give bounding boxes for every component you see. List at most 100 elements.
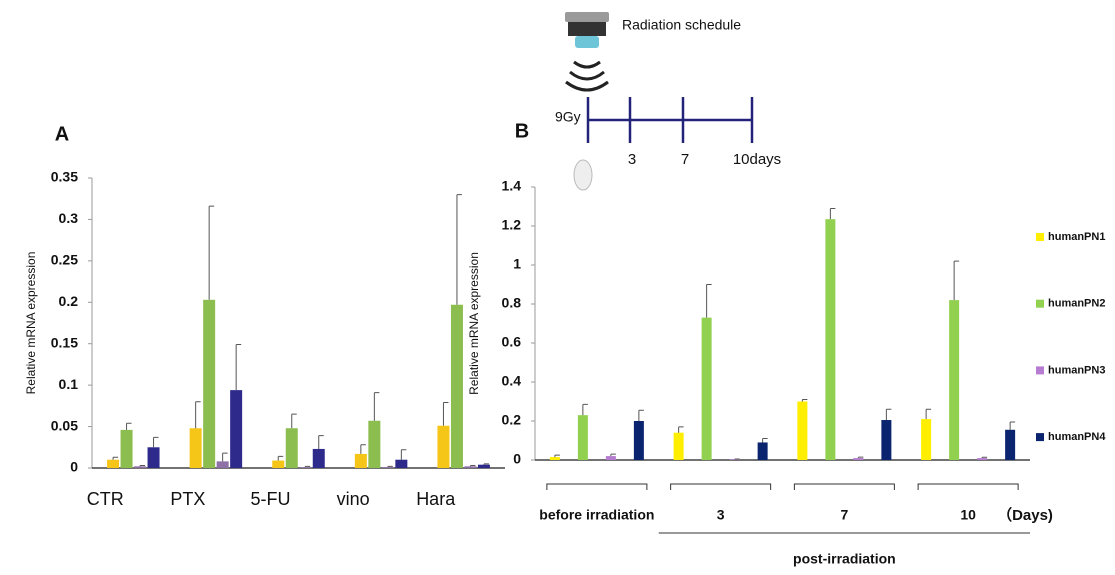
bar bbox=[107, 460, 119, 468]
panel-label: A bbox=[55, 123, 69, 145]
error-bar bbox=[470, 466, 475, 467]
y-tick-label: 0.6 bbox=[502, 334, 522, 350]
error-bar bbox=[555, 455, 560, 457]
error-bar bbox=[388, 466, 393, 467]
bar bbox=[634, 421, 644, 460]
legend-swatch bbox=[1036, 433, 1044, 441]
error-bar bbox=[763, 439, 768, 443]
bar bbox=[190, 428, 202, 468]
error-bar bbox=[140, 466, 145, 467]
legend-label: humanPN3 bbox=[1048, 364, 1105, 376]
y-axis-label: Relative mRNA expression bbox=[24, 252, 38, 395]
error-bar bbox=[886, 409, 891, 420]
error-bar bbox=[1010, 422, 1015, 430]
bar bbox=[606, 456, 616, 460]
bar bbox=[921, 419, 931, 460]
bar bbox=[148, 447, 160, 468]
x-tick-label: 10 bbox=[960, 507, 976, 523]
y-tick-label: 0.25 bbox=[51, 252, 78, 268]
error-bar bbox=[443, 403, 448, 426]
y-tick-label: 0.15 bbox=[51, 334, 78, 350]
error-bar bbox=[374, 393, 379, 421]
y-axis-label: Relative mRNA expression bbox=[467, 252, 481, 395]
error-bar bbox=[639, 410, 644, 421]
error-bar bbox=[278, 456, 283, 460]
bar bbox=[286, 428, 298, 468]
group-bracket bbox=[794, 484, 894, 490]
panel-label: B bbox=[515, 120, 529, 142]
bar bbox=[758, 442, 768, 460]
x-tick-label: vino bbox=[337, 489, 370, 509]
x-tick-label: PTX bbox=[170, 489, 205, 509]
x-tick-label: 3 bbox=[717, 507, 725, 523]
bar bbox=[382, 467, 394, 468]
bar bbox=[395, 460, 407, 468]
bar bbox=[1005, 430, 1015, 460]
error-bar bbox=[319, 436, 324, 449]
y-tick-label: 0.2 bbox=[59, 293, 79, 309]
error-bar bbox=[457, 195, 462, 305]
legend-label: humanPN1 bbox=[1048, 231, 1105, 243]
error-bar bbox=[154, 437, 159, 447]
y-tick-label: 0.05 bbox=[51, 417, 78, 433]
y-tick-label: 0 bbox=[70, 459, 78, 475]
x-axis-label: （Days) bbox=[997, 506, 1053, 524]
annotation: post-irradiation bbox=[793, 551, 896, 567]
error-bar bbox=[236, 345, 241, 391]
error-bar bbox=[361, 445, 366, 454]
error-bar bbox=[707, 285, 712, 318]
dose-label: 9Gy bbox=[555, 109, 581, 125]
error-bar bbox=[830, 208, 835, 219]
y-tick-label: 0.4 bbox=[502, 373, 522, 389]
bar bbox=[203, 300, 215, 468]
bar bbox=[121, 430, 133, 468]
bar bbox=[825, 219, 835, 460]
error-bar bbox=[679, 427, 684, 433]
error-bar bbox=[484, 464, 489, 465]
bar bbox=[853, 458, 863, 460]
y-tick-label: 0.1 bbox=[59, 376, 79, 392]
error-bar bbox=[583, 404, 588, 415]
group-bracket bbox=[547, 484, 647, 490]
y-tick-label: 1.2 bbox=[502, 217, 522, 233]
bar bbox=[797, 402, 807, 461]
bar bbox=[478, 465, 490, 468]
diagram-title: Radiation schedule bbox=[622, 17, 741, 33]
bar bbox=[368, 421, 380, 468]
x-tick-label: before irradiation bbox=[539, 507, 654, 523]
bar bbox=[355, 454, 367, 468]
y-tick-label: 0 bbox=[513, 451, 521, 467]
bar bbox=[550, 457, 560, 460]
error-bar bbox=[209, 206, 214, 300]
error-bar bbox=[954, 261, 959, 300]
y-tick-label: 0.2 bbox=[502, 412, 522, 428]
y-tick-label: 0.8 bbox=[502, 295, 522, 311]
timeline-label: 7 bbox=[681, 151, 689, 168]
error-bar bbox=[926, 409, 931, 419]
bar bbox=[272, 461, 284, 468]
error-bar bbox=[611, 454, 616, 456]
bar bbox=[313, 449, 325, 468]
bar bbox=[217, 461, 229, 468]
bar bbox=[674, 433, 684, 460]
legend-swatch bbox=[1036, 233, 1044, 241]
y-tick-label: 0.35 bbox=[51, 169, 78, 185]
bar bbox=[437, 426, 449, 468]
bar bbox=[578, 415, 588, 460]
bar bbox=[451, 305, 463, 468]
error-bar bbox=[305, 466, 310, 467]
legend-swatch bbox=[1036, 300, 1044, 308]
figure: Radiation schedule 9Gy 3 7 10days ARelat… bbox=[0, 0, 1115, 570]
bar bbox=[949, 300, 959, 460]
error-bar bbox=[802, 400, 807, 402]
error-bar bbox=[223, 453, 228, 461]
error-bar bbox=[401, 450, 406, 460]
legend-label: humanPN4 bbox=[1048, 431, 1106, 443]
error-bar bbox=[127, 423, 132, 430]
y-tick-label: 1 bbox=[513, 256, 521, 272]
bar bbox=[464, 466, 476, 468]
error-bar bbox=[196, 402, 201, 429]
timeline bbox=[588, 97, 752, 143]
y-tick-label: 1.4 bbox=[502, 178, 522, 194]
legend-label: humanPN2 bbox=[1048, 298, 1105, 310]
